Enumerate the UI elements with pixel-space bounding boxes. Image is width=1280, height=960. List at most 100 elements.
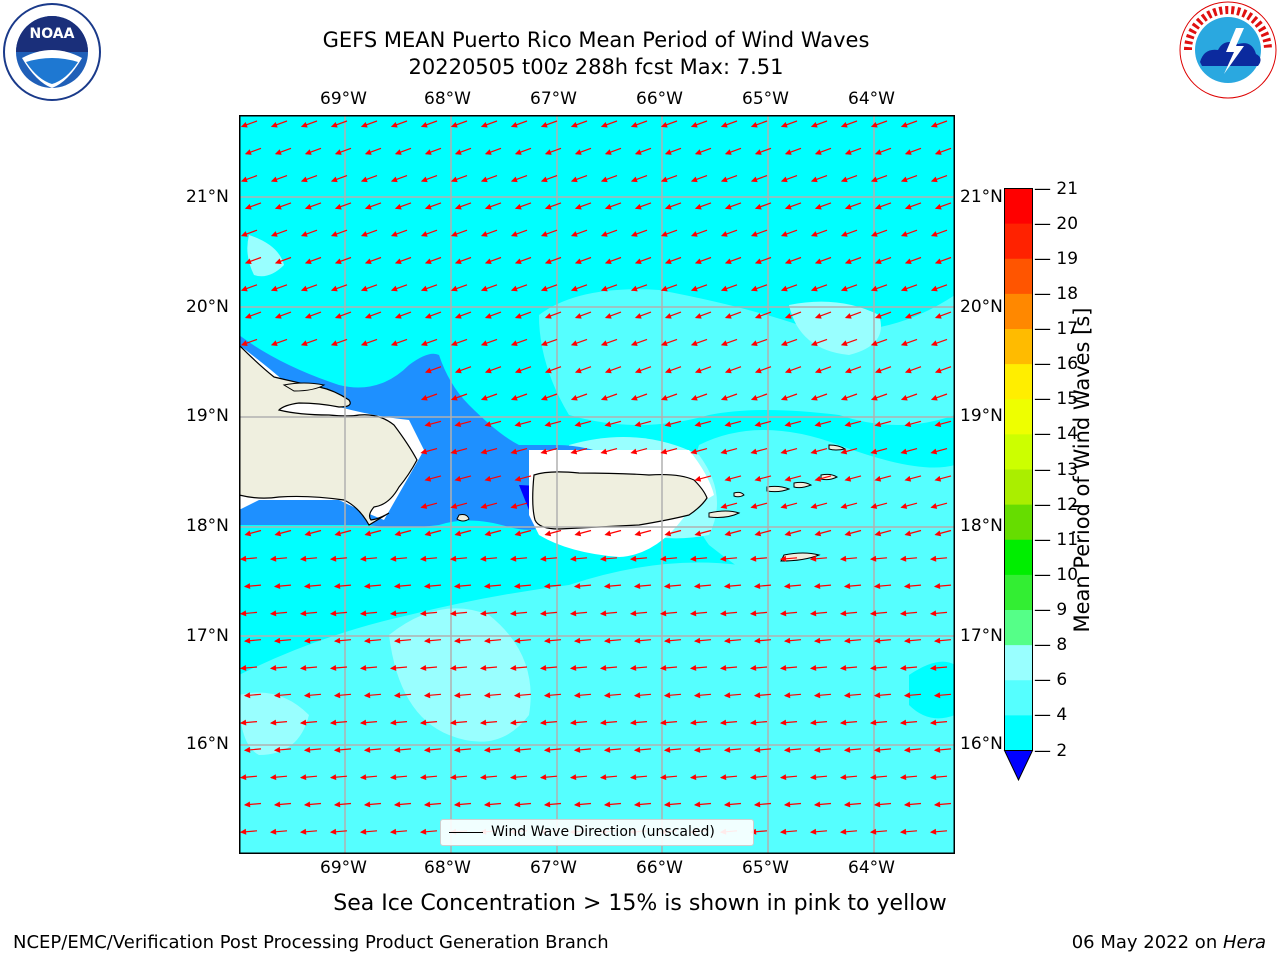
- wave-arrow-head: [904, 530, 912, 537]
- wave-arrow-head: [603, 637, 611, 644]
- wave-arrow-head: [933, 692, 941, 699]
- wave-arrow-head: [809, 774, 817, 781]
- wave-arrow-head: [363, 746, 371, 753]
- colorbar-tick-label: — 16: [1034, 354, 1079, 375]
- wave-arrow-head: [604, 258, 612, 265]
- wave-arrow-head: [899, 774, 907, 781]
- wave-arrow-head: [719, 610, 727, 617]
- colorbar-tick-label: — 21: [1034, 178, 1079, 199]
- colorbar-band: [1004, 680, 1033, 716]
- lon-label-top: 65°W: [742, 89, 789, 109]
- wave-arrow-head: [300, 121, 308, 128]
- wave-arrow-head: [424, 475, 432, 482]
- wave-arrow-head: [510, 448, 518, 455]
- wave-arrow-head: [479, 719, 487, 726]
- wave-arrow-head: [723, 583, 731, 590]
- footer-host: Hera: [1222, 932, 1266, 953]
- wave-arrow-head: [784, 367, 792, 374]
- wave-arrow-head: [873, 583, 881, 590]
- wave-arrow-head: [570, 340, 578, 346]
- wave-arrow-head: [720, 176, 728, 183]
- wave-arrow-head: [509, 555, 517, 562]
- wave-arrow-head: [809, 664, 817, 671]
- wave-arrow-head: [600, 121, 608, 128]
- wave-arrow-head: [694, 421, 702, 428]
- wave-arrow-head: [569, 664, 577, 671]
- colorbar-band: [1004, 364, 1033, 400]
- wave-arrow-head: [274, 530, 282, 537]
- wave-arrow-head: [450, 231, 458, 237]
- wave-arrow-head: [480, 285, 488, 292]
- wave-arrow-head: [449, 774, 457, 781]
- wave-arrow-head: [329, 664, 337, 671]
- colorbar-band: [1004, 223, 1033, 260]
- colorbar-tick-label: — 9: [1034, 600, 1068, 620]
- wave-arrow-head: [779, 828, 787, 835]
- wave-arrow-head: [543, 746, 551, 753]
- wave-arrow-head: [483, 746, 491, 753]
- wave-arrow-head: [544, 313, 552, 319]
- wave-arrow-head: [900, 340, 908, 346]
- wave-arrow-head: [299, 664, 307, 671]
- wave-arrow-head: [393, 583, 401, 590]
- wave-arrow-head: [630, 231, 638, 237]
- wave-arrow-head: [450, 285, 458, 292]
- wave-arrow-head: [484, 203, 492, 210]
- wave-arrow-head: [690, 231, 698, 237]
- wave-arrow-head: [724, 421, 732, 428]
- wave-arrow-head: [393, 692, 401, 699]
- wave-arrow-head: [600, 394, 608, 401]
- wave-arrow-head: [694, 149, 702, 155]
- wave-arrow-head: [839, 774, 847, 781]
- wave-arrow-head: [844, 313, 852, 319]
- wave-arrow-head: [509, 774, 517, 781]
- nws-logo: [1179, 1, 1277, 99]
- wave-arrow-head: [244, 203, 252, 210]
- wave-arrow-head: [903, 637, 911, 644]
- wave-arrow-head: [273, 746, 281, 753]
- wave-arrow-head: [424, 530, 432, 537]
- wave-arrow-head: [630, 121, 638, 128]
- wave-arrow-head: [930, 448, 938, 455]
- lat-label-right: 21°N: [960, 187, 1003, 207]
- colorbar-tick-label: — 20: [1034, 213, 1079, 234]
- colorbar-tick-label: — 4: [1034, 705, 1068, 726]
- wave-arrow-head: [634, 313, 642, 319]
- footer-right: 06 May 2022 on Hera: [1072, 932, 1266, 954]
- wave-arrow-head: [390, 285, 398, 292]
- wave-arrow-head: [453, 637, 461, 644]
- legend-line-swatch: [449, 832, 483, 833]
- wave-arrow-head: [749, 555, 757, 562]
- wave-arrow-head: [394, 313, 402, 319]
- wave-arrow-head: [273, 692, 281, 699]
- wave-arrow-head: [779, 555, 787, 562]
- wave-arrow-head: [869, 664, 877, 671]
- wave-arrow-head: [364, 313, 372, 319]
- wave-arrow-head: [603, 692, 611, 699]
- wave-arrow-head: [420, 285, 428, 292]
- wave-arrow-head: [810, 285, 818, 292]
- wave-arrow-head: [779, 774, 787, 781]
- wave-arrow-head: [330, 231, 338, 237]
- wave-arrow-head: [420, 121, 428, 128]
- wave-arrow-head: [900, 448, 908, 455]
- wave-arrow-head: [573, 637, 581, 644]
- wave-arrow-head: [240, 121, 248, 128]
- wave-arrow-head: [779, 664, 787, 671]
- wave-arrow-head: [243, 583, 251, 590]
- wave-arrow-head: [514, 530, 522, 537]
- wave-arrow-head: [840, 176, 848, 183]
- wave-arrow-head: [480, 394, 488, 401]
- colorbar-band: [1004, 539, 1033, 576]
- wave-arrow-head: [844, 367, 852, 374]
- wave-arrow-head: [390, 176, 398, 183]
- colorbar-tick-label: — 11: [1034, 529, 1079, 550]
- wave-arrow-head: [810, 448, 818, 455]
- land-mona: [456, 514, 470, 522]
- wave-arrow-head: [569, 555, 577, 562]
- wave-arrow-head: [753, 637, 761, 644]
- wave-arrow-head: [389, 828, 397, 835]
- wave-arrow-head: [424, 313, 432, 319]
- lat-label-right: 19°N: [960, 406, 1003, 426]
- colorbar-tick-label: — 14: [1034, 424, 1079, 445]
